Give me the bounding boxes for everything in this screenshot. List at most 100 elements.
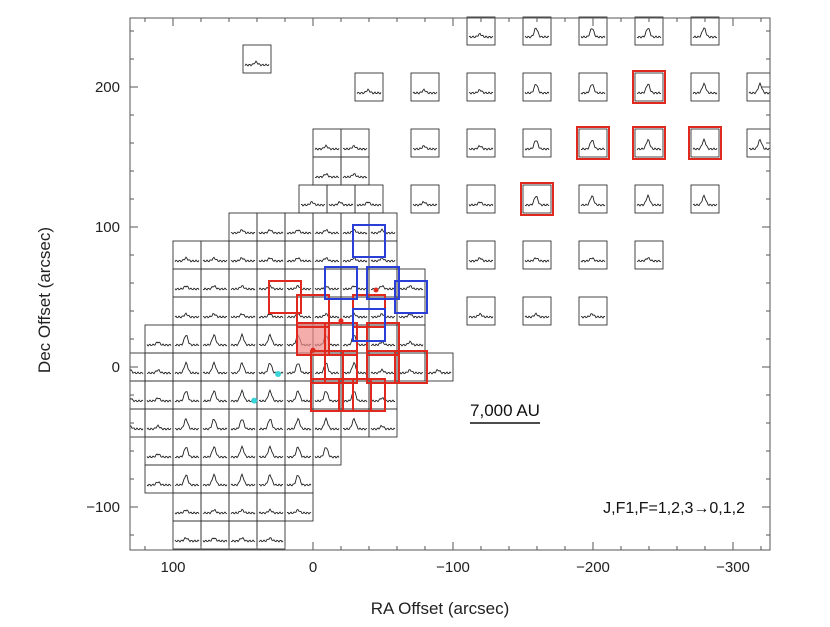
spectrum-tile — [256, 520, 286, 550]
red-box — [268, 280, 302, 314]
spectrum-trace — [580, 195, 606, 207]
spectrum-tile — [228, 268, 258, 298]
spectrum-trace — [174, 285, 200, 291]
spectrum-tile — [200, 380, 230, 410]
spectrum-tile — [522, 296, 552, 326]
y-tick-label: 200 — [95, 79, 120, 96]
spectrum-tile — [228, 380, 258, 410]
spectrum-trace — [636, 83, 661, 95]
spectrum-tile — [466, 296, 496, 326]
spectrum-tile — [200, 436, 230, 466]
spectrum-trace — [342, 391, 368, 403]
spectrum-tile — [200, 352, 230, 382]
y-axis-title: Dec Offset (arcsec) — [35, 227, 54, 373]
spectrum-trace — [636, 193, 662, 207]
spectrum-tile — [256, 296, 286, 326]
spectrum-tile — [368, 324, 398, 354]
spectrum-trace — [468, 256, 494, 263]
spectrum-trace — [370, 424, 396, 431]
spectrum-trace — [287, 509, 312, 515]
spectrum-tile — [284, 436, 314, 466]
spectrum-trace — [314, 416, 340, 431]
spectrum-tile — [312, 352, 342, 382]
spectrum-tile — [144, 324, 174, 354]
blue-box — [366, 266, 400, 300]
spectrum-tile — [368, 352, 398, 382]
spectrum-trace — [328, 200, 354, 207]
spectrum-trace — [580, 257, 606, 263]
scale-bar-label: 7,000 AU — [470, 401, 540, 420]
spectrum-trace — [692, 27, 718, 39]
spectrum-tile — [172, 464, 202, 494]
spectrum-tile — [144, 464, 174, 494]
red-dot — [310, 347, 316, 353]
spectrum-trace — [202, 508, 228, 515]
spectrum-trace — [174, 536, 200, 543]
spectrum-tile — [466, 128, 496, 158]
spectrum-trace — [370, 368, 396, 375]
spectrum-trace — [426, 368, 452, 375]
spectrum-trace — [202, 446, 228, 459]
spectrum-tile — [228, 464, 258, 494]
spectrum-tile — [396, 324, 426, 354]
spectrum-tile — [368, 380, 398, 410]
spectrum-trace — [314, 391, 340, 403]
spectrum-tile — [228, 324, 258, 354]
spectrum-trace — [174, 417, 200, 431]
spectrum-trace — [370, 341, 396, 347]
spectrum-tile — [368, 296, 398, 326]
spectrum-trace — [314, 284, 340, 291]
spectrum-tile — [340, 296, 370, 326]
spectrum-tile — [578, 240, 608, 270]
spectrum-tile — [690, 128, 720, 158]
spectrum-tile — [172, 268, 202, 298]
spectrum-trace — [202, 284, 228, 291]
red-box — [296, 322, 330, 356]
spectrum-trace — [468, 312, 494, 319]
spectrum-trace — [174, 256, 200, 263]
spectrum-tile — [578, 16, 608, 46]
overlay-layer — [251, 70, 722, 412]
spectrum-tile — [228, 492, 258, 522]
spectrum-trace — [398, 285, 424, 291]
spectrum-tile — [634, 16, 664, 46]
spectrum-trace — [314, 228, 340, 235]
spectrum-trace — [524, 140, 550, 151]
spectrum-tile — [228, 240, 258, 270]
spectrum-tile — [200, 324, 230, 354]
spectrum-trace — [468, 89, 494, 95]
spectrum-trace — [258, 228, 284, 235]
spectrum-trace — [258, 389, 284, 403]
spectrum-trace — [174, 509, 200, 515]
blue-box — [352, 224, 386, 258]
spectrum-tile — [284, 268, 314, 298]
spectrum-tile — [368, 408, 398, 438]
spectrum-tile — [312, 380, 342, 410]
spectrum-tile — [172, 296, 202, 326]
spectrum-tile — [578, 184, 608, 214]
spectrum-tile — [340, 268, 370, 298]
red-box — [520, 182, 554, 216]
spectrum-trace — [342, 335, 368, 347]
spectrum-tile — [578, 128, 608, 158]
spectrum-tile — [340, 408, 370, 438]
spectrum-trace — [258, 257, 284, 263]
spectrum-tile — [354, 184, 384, 214]
spectrum-trace — [468, 201, 494, 207]
spectrum-trace — [286, 417, 312, 431]
spectrum-trace — [286, 257, 312, 263]
spectrum-trace — [174, 335, 200, 347]
spectrum-trace — [174, 474, 200, 487]
spectrum-tile — [144, 380, 174, 410]
spectrum-trace — [314, 256, 340, 263]
spectrum-trace — [259, 418, 284, 431]
spectrum-tile — [634, 128, 664, 158]
spectrum-tile — [256, 492, 286, 522]
spectrum-tile — [228, 296, 258, 326]
spectrum-trace — [146, 453, 172, 459]
spectrum-tile — [144, 352, 174, 382]
spectrum-trace — [581, 139, 606, 151]
spectrum-trace — [202, 473, 228, 487]
spectrum-trace — [692, 194, 718, 207]
spectrum-trace — [286, 475, 312, 487]
